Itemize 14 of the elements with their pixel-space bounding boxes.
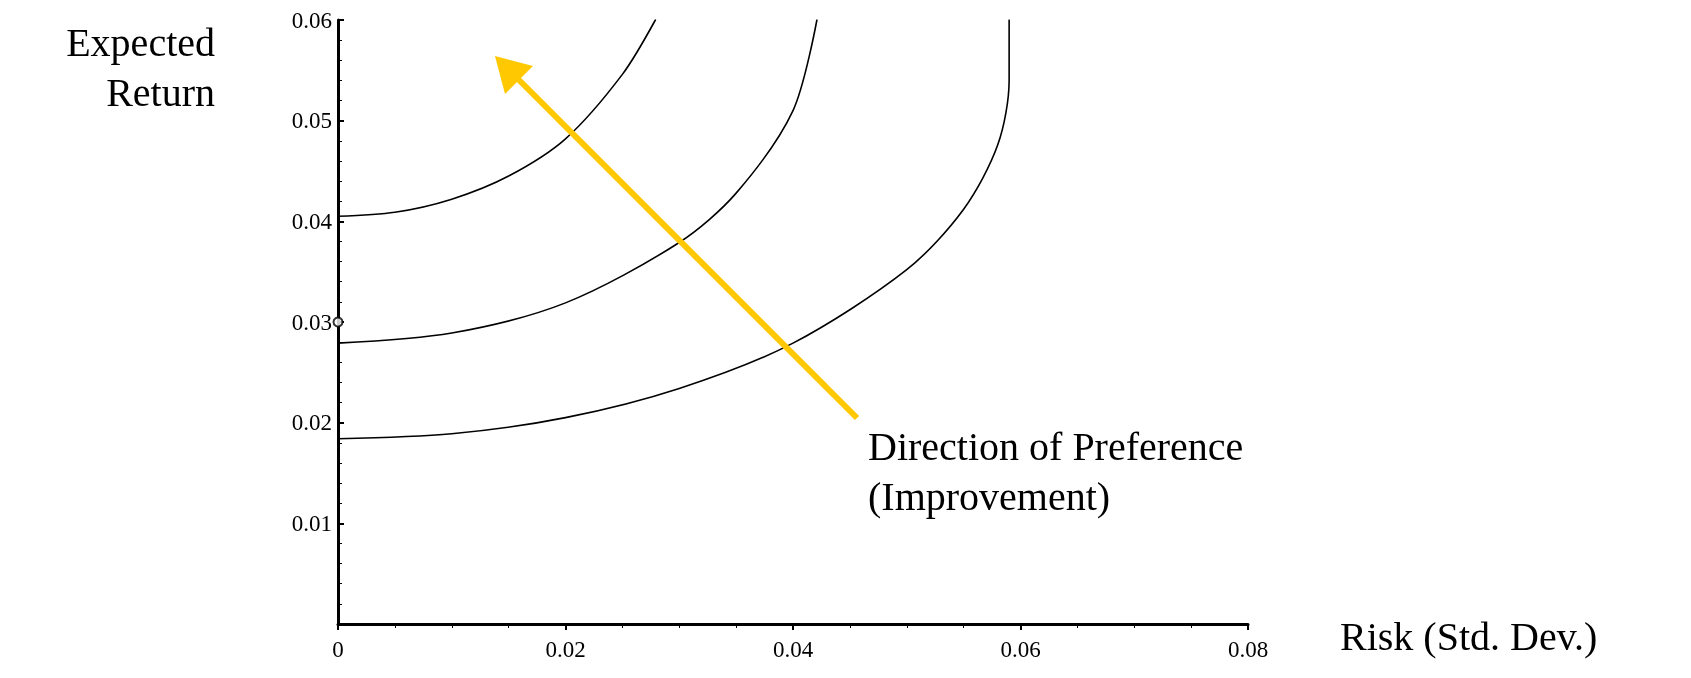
x-tick-label: 0 bbox=[332, 637, 344, 662]
x-tick-label: 0.06 bbox=[1000, 637, 1041, 662]
x-tick-label: 0.04 bbox=[772, 637, 814, 662]
y-tick-label: 0.06 bbox=[291, 7, 332, 33]
y-tick-label: 0.03 bbox=[291, 309, 332, 335]
x-tick-label: 0.08 bbox=[1227, 637, 1269, 662]
y-axis-title: Expected Return bbox=[65, 19, 215, 117]
y-tick-label: 0.01 bbox=[291, 510, 332, 536]
y-tick-label: 0.04 bbox=[291, 208, 333, 234]
annotation: Direction of Preference (Improvement) bbox=[868, 423, 1245, 521]
x-tick-label: 0.02 bbox=[545, 637, 586, 662]
y-tick-label: 0.05 bbox=[291, 108, 332, 134]
x-axis-title: Risk (Std. Dev.) bbox=[1340, 613, 1598, 661]
y-tick-label: 0.02 bbox=[291, 410, 332, 436]
